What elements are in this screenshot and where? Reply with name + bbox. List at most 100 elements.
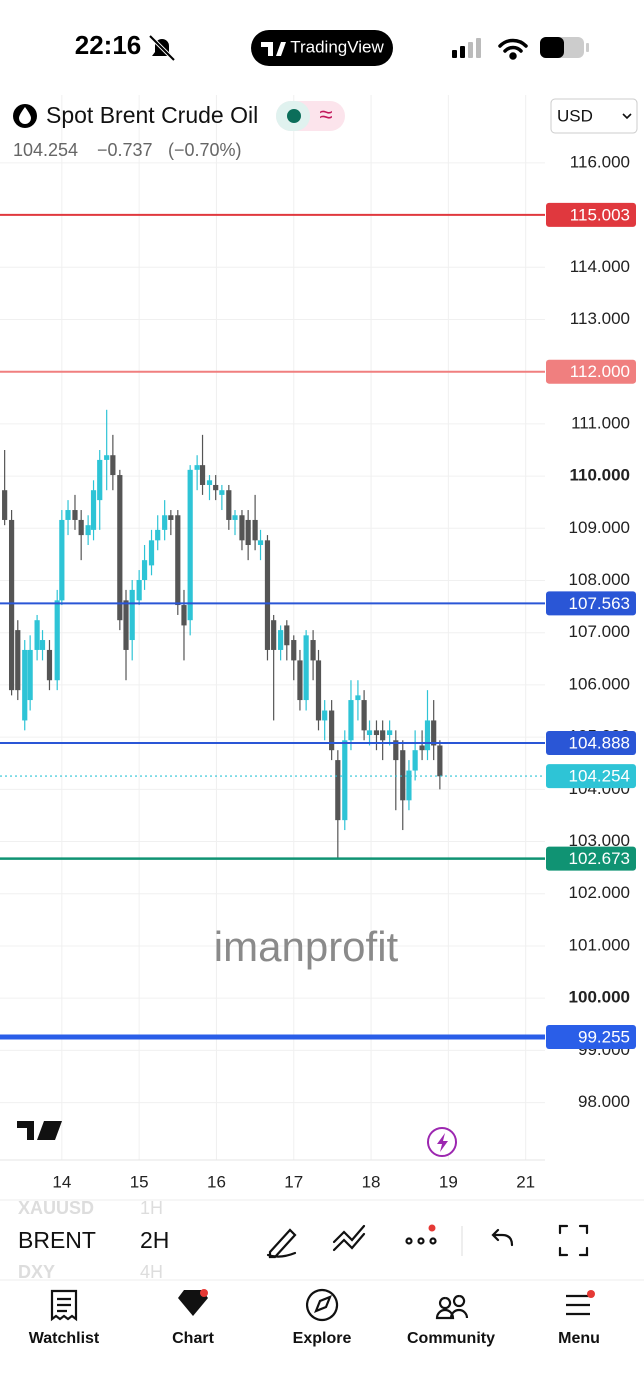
price-level-badge	[546, 730, 636, 755]
candle-body	[329, 710, 335, 751]
undo-button[interactable]	[491, 1228, 514, 1247]
symbol-name: Spot Brent Crude Oil	[46, 102, 258, 128]
candle-body	[257, 540, 264, 546]
y-tick-label: 111.000	[571, 413, 630, 432]
wifi-icon	[498, 38, 528, 60]
y-tick-label: 103.000	[569, 831, 630, 850]
candle-body	[239, 515, 245, 541]
candle-body	[78, 519, 84, 536]
tab-label[interactable]: Chart	[172, 1330, 214, 1347]
candle-body	[8, 519, 15, 691]
interval-prev[interactable]: 1H	[140, 1198, 163, 1218]
y-tick-label: 106.000	[569, 674, 630, 693]
y-tick-label: 101.000	[569, 935, 630, 954]
tab-label[interactable]: Explore	[293, 1330, 352, 1347]
candle-body	[342, 740, 348, 821]
candle-body	[355, 695, 361, 701]
symbol-current[interactable]: BRENT	[18, 1227, 96, 1253]
tab-icon-menu[interactable]	[566, 1294, 590, 1316]
y-tick-label: 116.000	[570, 152, 630, 171]
candle-body	[187, 469, 193, 621]
candle-body	[245, 519, 251, 546]
candle-body	[366, 730, 373, 736]
price-level-label: 112.000	[570, 362, 630, 381]
lightning-button[interactable]	[427, 1127, 457, 1157]
price-level-badge	[546, 359, 636, 384]
candle-body	[54, 600, 60, 681]
candle-body	[297, 660, 303, 701]
grid	[0, 95, 545, 1160]
candle-body	[373, 730, 380, 736]
tab-icon-explore[interactable]	[306, 1288, 339, 1322]
candle-body	[34, 620, 40, 650]
trend-tool[interactable]	[332, 1224, 366, 1252]
price-level-badge	[546, 764, 636, 789]
candle-body	[361, 700, 367, 731]
price-level-label: 115.003	[570, 205, 630, 224]
candle-body	[303, 635, 309, 701]
candle-body	[271, 620, 277, 650]
price-level-badge	[546, 591, 636, 616]
y-tick-label: 102.000	[569, 883, 630, 902]
candle-body	[162, 515, 168, 530]
interval-current[interactable]: 2H	[140, 1227, 169, 1253]
x-tick-label: 15	[130, 1172, 149, 1191]
y-tick-label: 114.000	[570, 257, 630, 276]
price-level-label: 99.255	[578, 1028, 630, 1047]
last-price: 104.254	[13, 140, 78, 160]
interval-next[interactable]: 4H	[140, 1262, 163, 1282]
candle-body	[380, 730, 386, 741]
battery-icon	[540, 37, 589, 58]
candle-body	[226, 490, 232, 520]
price-level-label: 102.673	[569, 849, 630, 868]
currency-select[interactable]: USD	[550, 98, 638, 134]
candle-body	[315, 660, 322, 721]
tab-icon-watchlist[interactable]	[50, 1289, 78, 1322]
y-tick-label: 113.000	[570, 309, 630, 328]
candle-body	[141, 560, 148, 580]
price-level-label: 104.254	[569, 767, 630, 786]
draw-tool[interactable]	[266, 1228, 297, 1259]
symbol-next[interactable]: DXY	[18, 1262, 55, 1282]
x-tick-label: 18	[362, 1172, 381, 1191]
candle-body	[206, 480, 213, 485]
price-level-badge	[546, 1025, 636, 1050]
candle-body	[419, 745, 425, 751]
price-level-label: 104.888	[569, 733, 630, 752]
candle-body	[27, 649, 33, 701]
candle-body	[284, 625, 290, 646]
tab-label[interactable]: Community	[407, 1330, 495, 1347]
currency[interactable]: USD	[557, 106, 593, 125]
candle-body	[104, 455, 110, 460]
price-level-label: 107.563	[569, 594, 630, 613]
toolbar: XAUUSD BRENT DXY 1H 2H 4H	[0, 1198, 644, 1282]
candle-body	[412, 750, 418, 771]
tab-label[interactable]: Menu	[558, 1330, 600, 1347]
symbol-prev[interactable]: XAUUSD	[18, 1198, 94, 1218]
candle-body	[348, 700, 354, 741]
more-button[interactable]	[405, 1237, 437, 1245]
x-tick-label: 19	[439, 1172, 458, 1191]
candle-body	[90, 490, 97, 530]
candle-body	[322, 710, 328, 721]
axes: 116.000115.000114.000113.000112.000111.0…	[52, 152, 636, 1191]
candle-body	[110, 455, 116, 476]
tab-icon-community[interactable]	[435, 1294, 469, 1320]
tab-icon-chart[interactable]	[178, 1290, 208, 1316]
candle-body	[387, 730, 393, 736]
mute-icon	[148, 34, 176, 62]
fullscreen-button[interactable]	[558, 1224, 589, 1257]
tab-label[interactable]: Watchlist	[29, 1330, 100, 1347]
candle-body	[85, 525, 91, 536]
candle-body	[155, 529, 161, 541]
price-change: −0.737	[97, 140, 153, 160]
y-tick-label: 110.000	[569, 466, 630, 485]
y-tick-label: 108.000	[569, 570, 630, 589]
signal-icon	[452, 38, 481, 58]
price-change-pct: (−0.70%)	[168, 140, 242, 160]
candle-body	[15, 630, 21, 691]
candle-body	[252, 519, 258, 541]
candle-body	[310, 640, 316, 661]
